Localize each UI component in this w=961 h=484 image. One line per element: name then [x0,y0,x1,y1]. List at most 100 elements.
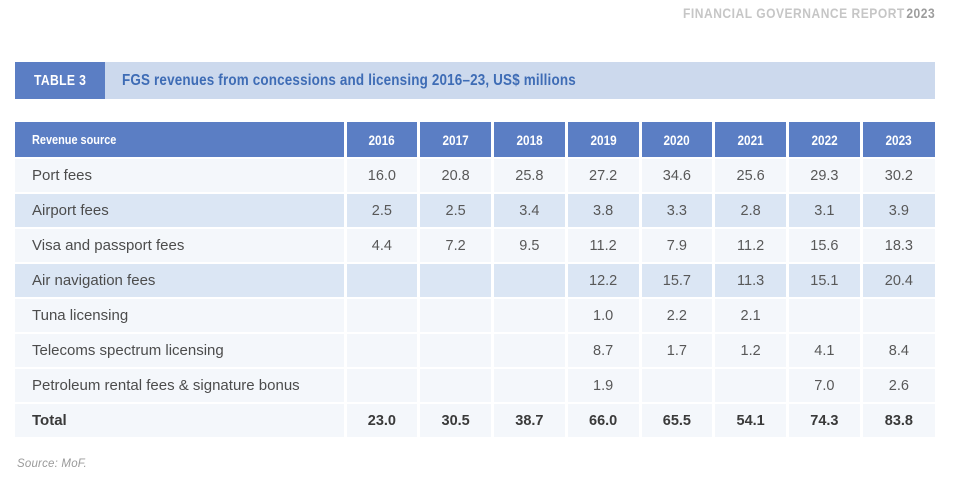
cell-value: 74.3 [787,403,863,439]
report-title: FINANCIAL GOVERNANCE REPORT [682,5,905,21]
table-title: FGS revenues from concessions and licens… [122,71,576,89]
cell-value: 30.5 [418,403,494,439]
column-header-year: 2017 [418,122,494,159]
cell-value [640,368,716,404]
cell-value: 11.2 [713,228,789,264]
cell-value: 3.9 [861,193,935,229]
cell-value: 3.3 [640,193,716,229]
cell-value [492,368,568,404]
column-header-text: 2022 [811,131,838,148]
table-number-label: TABLE 3 [33,72,87,89]
cell-value: 2.6 [861,368,935,404]
cell-value: 4.1 [787,333,863,369]
row-label: Tuna licensing [15,298,347,334]
row-label: Air navigation fees [15,263,347,299]
cell-value: 83.8 [861,403,935,439]
cell-value: 20.4 [861,263,935,299]
cell-value: 27.2 [566,158,642,194]
cell-value [418,333,494,369]
cell-value: 4.4 [345,228,421,264]
report-year: 2023 [906,5,935,21]
cell-value: 9.5 [492,228,568,264]
cell-value: 2.5 [418,193,494,229]
total-row: Total 23.0 30.5 38.7 66.0 65.5 54.1 74.3 83.8 [15,403,935,439]
column-header-text: 2020 [663,131,690,148]
cell-value: 8.4 [861,333,935,369]
cell-value [418,368,494,404]
cell-value: 15.6 [787,228,863,264]
column-header-year: 2018 [492,122,568,159]
cell-value: 3.1 [787,193,863,229]
revenue-table: Revenue source 2016 2017 2018 2019 2020 2021 20… [15,122,935,439]
column-header-text: 2021 [737,131,764,148]
running-header: FINANCIAL GOVERNANCE REPORT 2023 [642,5,935,21]
row-label: Visa and passport fees [15,228,347,264]
table-row: Airport fees 2.5 2.5 3.4 3.8 3.3 2.8 3.1 3.9 [15,193,935,229]
cell-value [713,368,789,404]
cell-value: 11.3 [713,263,789,299]
column-header-year: 2016 [345,122,421,159]
cell-value [492,263,568,299]
row-label: Telecoms spectrum licensing [15,333,347,369]
cell-value: 1.9 [566,368,642,404]
column-header-year: 2020 [640,122,716,159]
cell-value [345,263,421,299]
column-header-text: 2017 [442,131,469,148]
cell-value: 20.8 [418,158,494,194]
column-header-text: 2019 [590,131,617,148]
cell-value: 65.5 [640,403,716,439]
table-row: Visa and passport fees 4.4 7.2 9.5 11.2 7.9 11… [15,228,935,264]
cell-value: 23.0 [345,403,421,439]
cell-value [418,298,494,334]
row-label: Total [15,403,347,439]
cell-value: 2.1 [713,298,789,334]
column-header-revenue-source: Revenue source [15,122,347,159]
table-row: Telecoms spectrum licensing 8.7 1.7 1.2 4.1 8… [15,333,935,369]
cell-value: 18.3 [861,228,935,264]
cell-value [787,298,863,334]
cell-value: 2.8 [713,193,789,229]
row-label: Petroleum rental fees & signature bonus [15,368,347,404]
cell-value: 2.5 [345,193,421,229]
cell-value: 1.0 [566,298,642,334]
cell-value: 1.2 [713,333,789,369]
cell-value: 3.4 [492,193,568,229]
cell-value: 15.7 [640,263,716,299]
column-header-year: 2021 [713,122,789,159]
cell-value [492,333,568,369]
source-note: Source: MoF. [17,458,87,470]
cell-value: 66.0 [566,403,642,439]
row-label: Port fees [15,158,347,194]
cell-value: 29.3 [787,158,863,194]
cell-value [345,368,421,404]
cell-value: 3.8 [566,193,642,229]
cell-value: 12.2 [566,263,642,299]
cell-value: 25.6 [713,158,789,194]
table-row: Port fees 16.0 20.8 25.8 27.2 34.6 25.6 29.3 30.… [15,158,935,194]
column-header-year: 2019 [566,122,642,159]
cell-value [418,263,494,299]
table-title-strip: FGS revenues from concessions and licens… [105,62,935,99]
cell-value [861,298,935,334]
cell-value: 11.2 [566,228,642,264]
column-header-year: 2023 [861,122,935,159]
column-header-text: 2016 [368,131,395,148]
cell-value: 2.2 [640,298,716,334]
table-row: Petroleum rental fees & signature bonus 1… [15,368,935,404]
cell-value: 7.9 [640,228,716,264]
cell-value: 7.0 [787,368,863,404]
cell-value: 16.0 [345,158,421,194]
cell-value: 54.1 [713,403,789,439]
column-header-text: 2018 [516,131,543,148]
cell-value [492,298,568,334]
cell-value: 25.8 [492,158,568,194]
table-banner: TABLE 3 FGS revenues from concessions an… [15,62,935,99]
cell-value [345,298,421,334]
row-label: Airport fees [15,193,347,229]
table-header-row: Revenue source 2016 2017 2018 2019 2020 2021 20… [15,122,935,159]
column-header-year: 2022 [787,122,863,159]
cell-value: 7.2 [418,228,494,264]
cell-value: 1.7 [640,333,716,369]
cell-value: 34.6 [640,158,716,194]
table-number-badge: TABLE 3 [15,62,105,99]
